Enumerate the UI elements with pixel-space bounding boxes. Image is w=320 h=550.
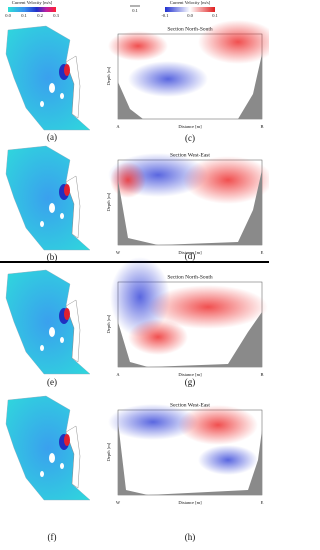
panel-label: (f) xyxy=(48,532,57,542)
colorbar-scale xyxy=(8,7,56,12)
section-end: E xyxy=(261,500,264,505)
velocity-field xyxy=(178,405,258,445)
y-axis-label: Depth [m] xyxy=(106,314,111,333)
section-panel: Section West-East Depth [m] Distance [m] W E… xyxy=(106,152,269,261)
section-title: Section West-East xyxy=(170,402,210,408)
velocity-field xyxy=(183,156,269,204)
section-title: Section North-South xyxy=(167,26,213,32)
velocity-field xyxy=(128,319,188,355)
colorbar-tick-label: 0.1 xyxy=(212,13,218,18)
arrow-legend-label: 0.1 xyxy=(132,8,138,13)
velocity-field xyxy=(128,61,208,97)
colorbar-tick-label: -0.1 xyxy=(161,13,168,18)
section-end: B xyxy=(260,124,263,129)
bathymetry xyxy=(118,312,262,367)
colorbar-tick-label: 0.3 xyxy=(53,13,59,18)
velocity-field xyxy=(198,445,258,475)
colorbar: Current Velocity [m/s] 0.0 0.1 0.2 0.3 xyxy=(5,0,59,18)
colorbar-tick-label: 0.0 xyxy=(187,13,193,18)
x-axis-label: Distance [m] xyxy=(178,250,202,255)
map xyxy=(5,145,91,251)
section-title: Section West-East xyxy=(170,152,210,158)
section-panel: Section West-East Depth [m] Distance [m] W E… xyxy=(106,402,264,542)
velocity-field xyxy=(108,31,168,61)
section-start: W xyxy=(116,250,121,255)
y-axis-label: Depth [m] xyxy=(106,442,111,461)
panel-label: (c) xyxy=(185,133,195,143)
x-axis-label: Distance [m] xyxy=(178,372,202,377)
bathymetry xyxy=(118,170,262,245)
panel-label: (b) xyxy=(47,252,58,262)
section-end: B xyxy=(260,372,263,377)
x-axis-label: Distance [m] xyxy=(178,500,202,505)
colorbar-tick-label: 0.1 xyxy=(21,13,27,18)
map-panel: (f) xyxy=(5,395,91,542)
bathymetry xyxy=(118,54,262,119)
y-axis-label: Depth [m] xyxy=(106,192,111,211)
section-start: A xyxy=(116,372,120,377)
y-axis-label: Depth [m] xyxy=(106,66,111,85)
colorbar-tick-label: 0.2 xyxy=(37,13,43,18)
map-panel: (e) xyxy=(5,269,91,387)
map-panel: (b) xyxy=(5,145,91,262)
colorbar-title: Current Velocity [m/s] xyxy=(12,0,53,5)
panel-label: (d) xyxy=(185,251,196,261)
map xyxy=(5,395,91,501)
colorbar-tick-label: 0.0 xyxy=(5,13,11,18)
velocity-field xyxy=(198,20,269,64)
velocity-field xyxy=(110,162,146,198)
colorbar: 0.1 Current Velocity [m/s] -0.1 0.0 0.1 xyxy=(130,0,218,18)
colorbar-title: Current Velocity [m/s] xyxy=(170,0,211,5)
panel-label: (g) xyxy=(185,377,196,387)
map xyxy=(5,269,91,375)
section-end: E xyxy=(261,250,264,255)
map xyxy=(5,25,91,131)
panel-label: (h) xyxy=(185,532,196,542)
panel-label: (a) xyxy=(47,132,57,142)
section-title: Section North-South xyxy=(167,274,213,280)
section-panel: Section North-South Depth [m] Distance [m]… xyxy=(106,20,269,143)
velocity-field xyxy=(108,404,198,440)
section-start: W xyxy=(116,500,121,505)
section-panel: Section North-South Depth [m] Distance [m]… xyxy=(106,257,268,387)
x-axis-label: Distance [m] xyxy=(178,124,202,129)
colorbar-scale xyxy=(165,7,215,12)
figure: Current Velocity [m/s] 0.0 0.1 0.2 0.3 0.1 … xyxy=(0,0,269,542)
map-panel: (a) xyxy=(5,25,91,142)
section-start: A xyxy=(116,124,120,129)
panel-label: (e) xyxy=(47,377,57,387)
velocity-field xyxy=(148,285,268,329)
